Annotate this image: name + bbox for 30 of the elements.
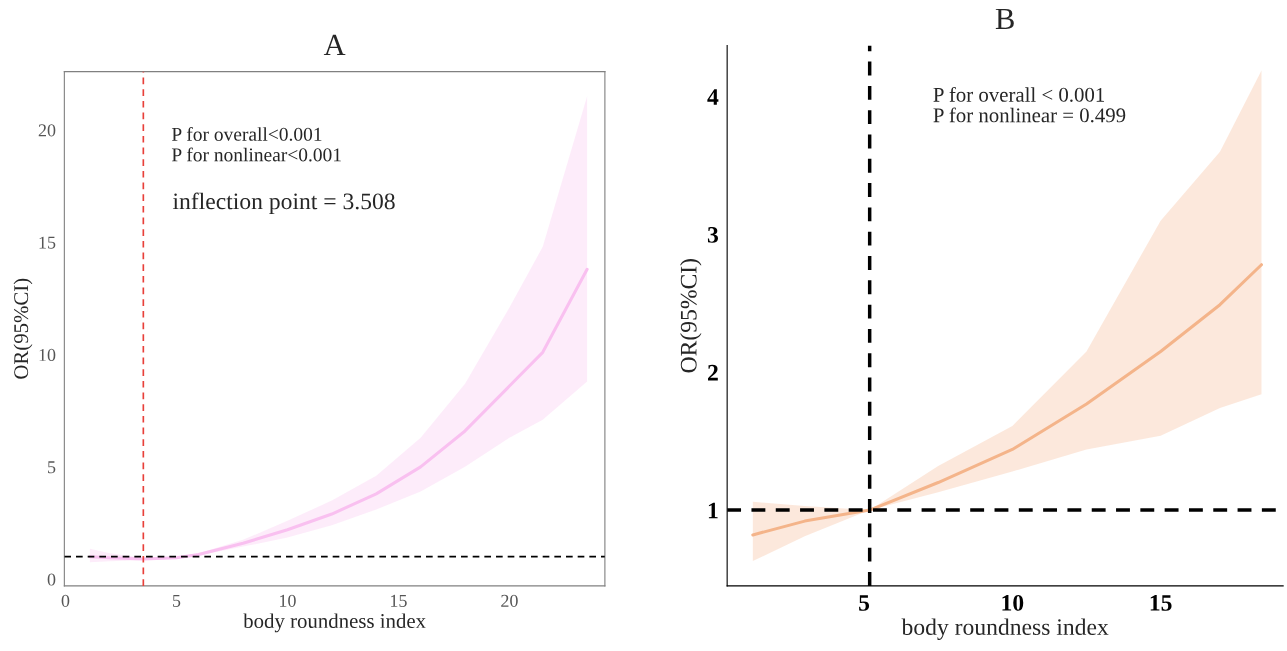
annotation: P for nonlinear<0.001 [171, 147, 341, 162]
y-tick-label: 5 [48, 461, 56, 474]
x-tick-label: 10 [1002, 594, 1024, 611]
y-axis-title: OR(95%CI) [680, 259, 702, 373]
annotation: inflection point = 3.508 [172, 192, 395, 215]
x-tick-label: 10 [280, 594, 296, 607]
x-tick-label: 5 [859, 595, 870, 611]
y-axis-title: OR(95%CI) [13, 278, 33, 379]
x-tick-label: 20 [501, 594, 518, 607]
y-tick-label: 15 [39, 236, 56, 249]
line-series [751, 263, 1264, 537]
y-tick-label: 20 [38, 124, 56, 137]
y-tick-label: 0 [47, 573, 56, 586]
chart-title: A [323, 34, 346, 55]
x-axis-title: body roundness index [901, 618, 1109, 640]
annotation: P for overall < 0.001 [933, 86, 1105, 102]
y-tick-label: 10 [39, 348, 56, 362]
y-tick-label: 2 [708, 364, 718, 381]
y-tick-label: 1 [708, 502, 718, 519]
x-axis-title: body roundness index [243, 613, 426, 633]
y-tick-label: 4 [707, 89, 719, 105]
chart-title: B [995, 8, 1014, 29]
x-tick-label: 0 [61, 594, 70, 607]
annotation: P for nonlinear = 0.499 [933, 107, 1126, 123]
y-tick-label: 3 [707, 226, 719, 243]
line-series [88, 267, 589, 561]
x-tick-label: 5 [172, 594, 181, 607]
x-tick-label: 15 [391, 594, 407, 607]
x-tick-label: 15 [1150, 595, 1172, 611]
annotation: P for overall<0.001 [171, 126, 322, 141]
